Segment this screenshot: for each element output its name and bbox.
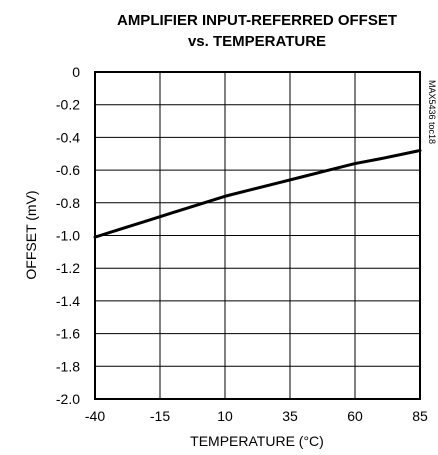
y-tick-label: -1.6 — [56, 326, 80, 342]
y-tick-label: -1.0 — [56, 228, 80, 244]
x-tick-label: -40 — [85, 408, 105, 424]
y-tick-label: 0 — [72, 64, 80, 80]
x-tick-label: -15 — [150, 408, 170, 424]
plot-frame — [94, 71, 421, 400]
y-tick-label: -0.6 — [56, 162, 80, 178]
x-tick-label: 60 — [347, 408, 363, 424]
y-tick-label: -1.2 — [56, 260, 80, 276]
x-tick-labels: -40 -15 10 35 60 85 — [85, 408, 428, 424]
y-tick-label: -1.8 — [56, 358, 80, 374]
y-tick-label: -2.0 — [56, 391, 80, 407]
y-tick-label: -0.4 — [56, 129, 80, 145]
x-tick-label: 85 — [412, 408, 428, 424]
x-axis-label: TEMPERATURE (°C) — [190, 433, 324, 449]
x-tick-label: 10 — [217, 408, 233, 424]
y-tick-labels: 0 -0.2 -0.4 -0.6 -0.8 -1.0 -1.2 -1.4 -1.6 -1.8 -2.… — [56, 64, 80, 407]
y-tick-label: -0.8 — [56, 195, 80, 211]
y-axis-label: OFFSET (mV) — [23, 190, 39, 279]
y-tick-label: -1.4 — [56, 293, 80, 309]
series-lines — [93, 148, 422, 239]
x-tick-label: 35 — [282, 408, 298, 424]
y-tick-label: -0.2 — [56, 97, 80, 113]
chart-title-line-1: AMPLIFIER INPUT-REFERRED OFFSET — [117, 12, 397, 29]
grid-lines — [94, 71, 421, 400]
chart-title-line-2: vs. TEMPERATURE — [188, 33, 326, 50]
chart-reference-note: MAX5436 toc18 — [427, 80, 437, 144]
series-line-offset — [93, 148, 422, 239]
